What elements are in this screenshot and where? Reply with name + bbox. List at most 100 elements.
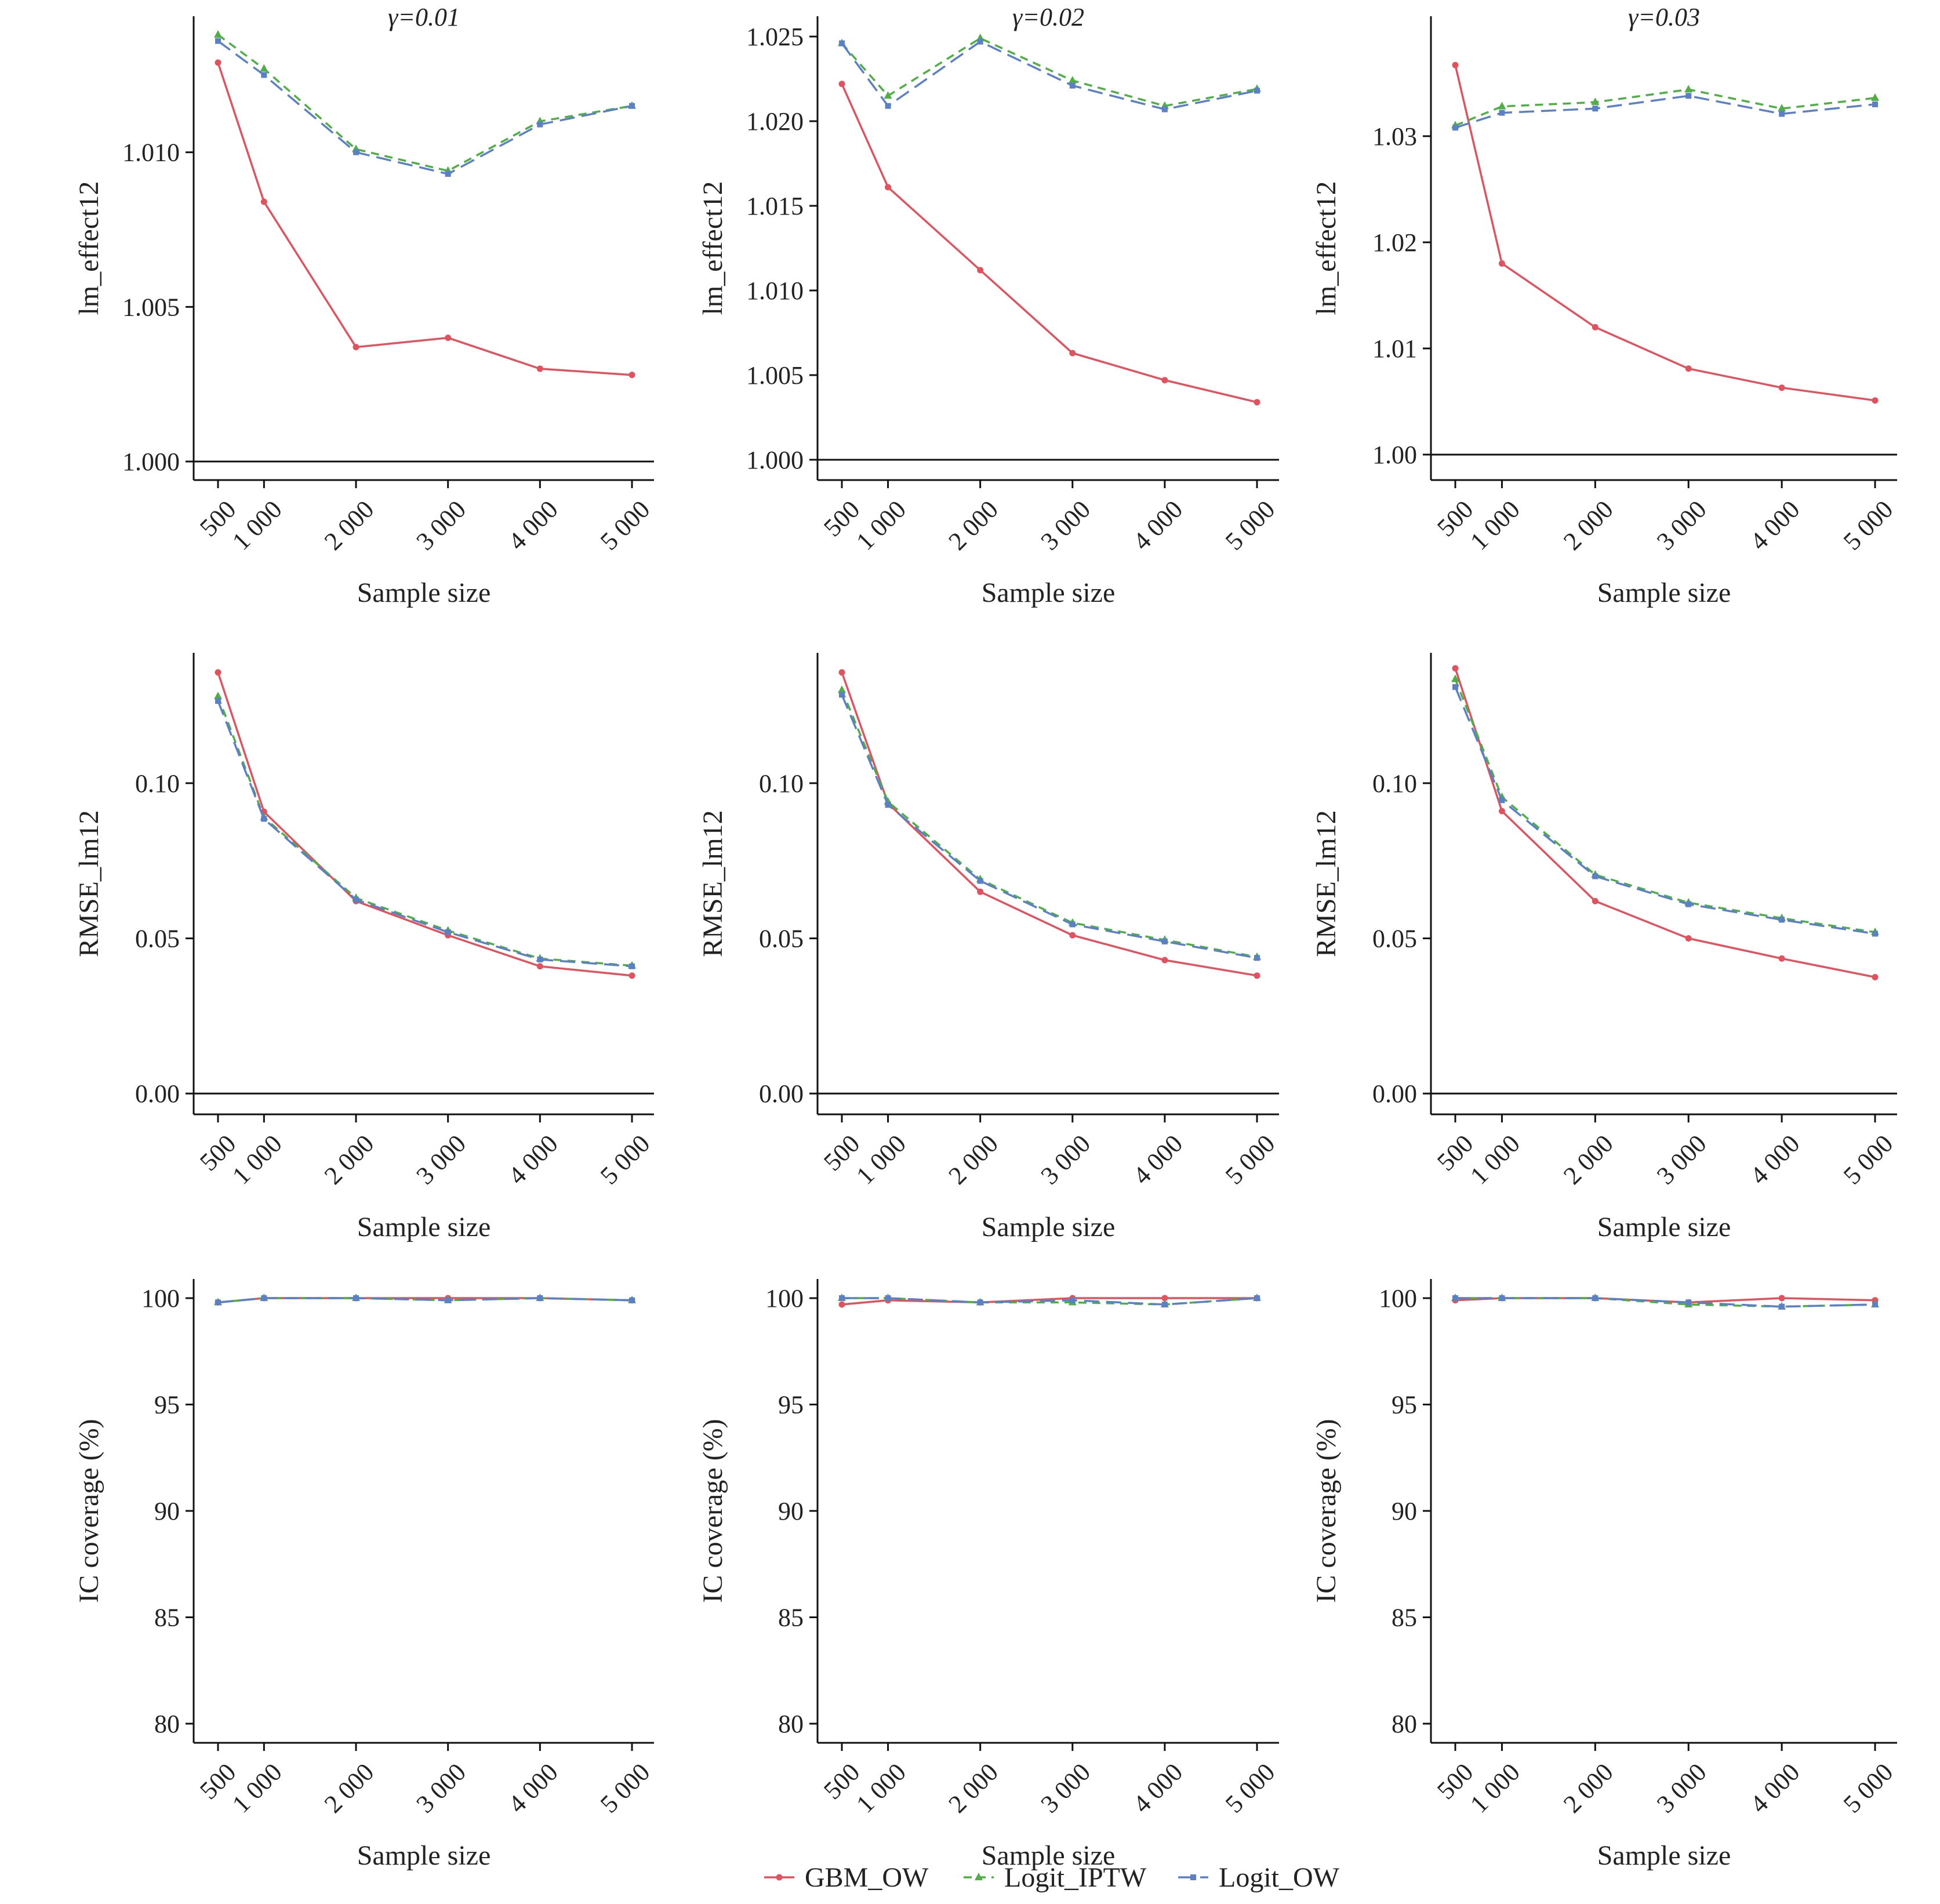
data-point-gbm-ow xyxy=(977,888,984,895)
legend-item-gbm-ow: GBM_OW xyxy=(764,1862,929,1893)
y-tick-label: 0.00 xyxy=(1372,1080,1417,1108)
x-tick-label: 5 000 xyxy=(595,495,656,556)
series-line-gbm-ow xyxy=(217,672,633,977)
x-tick-label: 1 000 xyxy=(851,1129,911,1190)
data-point-logit-ow xyxy=(353,896,359,903)
legend-item-logit-ow: Logit_OW xyxy=(1178,1862,1340,1893)
data-point-logit-iptw xyxy=(884,91,892,99)
series-line-logit-iptw xyxy=(217,696,633,967)
series-line-gbm-ow xyxy=(841,83,1258,404)
y-tick-label: 95 xyxy=(1392,1391,1417,1419)
data-point-logit-ow xyxy=(353,1295,359,1302)
data-point-logit-iptw xyxy=(1871,93,1879,101)
data-point-gbm-ow xyxy=(1161,957,1168,964)
x-tick-label: 4 000 xyxy=(503,1758,564,1819)
series-line-gbm-ow xyxy=(1454,64,1876,402)
x-tick-label: 5 000 xyxy=(595,1129,656,1190)
y-tick-label: 90 xyxy=(154,1497,180,1525)
legend-marker xyxy=(776,1874,783,1881)
data-point-logit-ow xyxy=(1592,873,1598,880)
x-tick-label: 5 000 xyxy=(1220,495,1281,556)
data-point-gbm-ow xyxy=(1872,397,1879,404)
x-tick-label: 1 000 xyxy=(1465,495,1525,556)
x-tick-label: 2 000 xyxy=(943,495,1004,556)
x-tick-label: 4 000 xyxy=(503,495,564,556)
y-tick-label: 100 xyxy=(1379,1284,1417,1313)
series-line-logit-iptw xyxy=(1454,678,1876,933)
data-point-logit-ow xyxy=(537,1295,543,1302)
y-tick-label: 95 xyxy=(154,1391,180,1419)
y-tick-label: 1.020 xyxy=(746,107,804,136)
x-tick-label: 1 000 xyxy=(227,495,288,556)
data-point-logit-ow xyxy=(1499,1295,1505,1302)
data-point-logit-ow xyxy=(445,171,451,177)
data-point-gbm-ow xyxy=(1778,384,1785,391)
y-tick-label: 0.05 xyxy=(135,924,180,953)
series-line-logit-ow xyxy=(1455,95,1876,129)
series-line-logit-ow xyxy=(217,700,633,968)
legend-item-logit-iptw: Logit_IPTW xyxy=(964,1862,1147,1893)
series-line-logit-ow xyxy=(841,40,1258,111)
data-point-logit-ow xyxy=(977,878,983,884)
y-axis-title: RMSE_lm12 xyxy=(1311,810,1342,957)
data-point-gbm-ow xyxy=(536,963,543,970)
data-point-logit-ow xyxy=(1069,921,1076,928)
data-point-gbm-ow xyxy=(1452,665,1459,672)
data-point-logit-ow xyxy=(1685,1299,1692,1306)
data-point-logit-ow xyxy=(1161,938,1168,944)
series-line-logit-ow xyxy=(841,694,1258,959)
x-tick-label: 3 000 xyxy=(1036,495,1096,556)
data-point-logit-ow xyxy=(629,1297,635,1303)
data-point-gbm-ow xyxy=(1069,350,1076,357)
y-axis-title: IC coverage (%) xyxy=(74,1419,104,1603)
panel-title: γ=0.02 xyxy=(1012,3,1084,31)
data-point-logit-ow xyxy=(885,103,891,109)
x-tick-label: 2 000 xyxy=(1558,495,1619,556)
y-tick-label: 80 xyxy=(154,1710,180,1738)
y-tick-label: 0.10 xyxy=(135,769,180,798)
data-point-logit-ow xyxy=(261,816,267,822)
y-tick-label: 100 xyxy=(765,1284,804,1313)
y-tick-label: 90 xyxy=(1392,1497,1417,1525)
data-point-logit-iptw xyxy=(1068,75,1077,83)
data-point-logit-iptw xyxy=(838,685,846,693)
data-point-gbm-ow xyxy=(838,81,845,88)
x-tick-label: 1 000 xyxy=(1465,1129,1525,1190)
data-point-logit-iptw xyxy=(1684,85,1693,93)
x-tick-label: 3 000 xyxy=(410,495,471,556)
data-point-gbm-ow xyxy=(628,372,635,379)
y-tick-label: 95 xyxy=(778,1391,804,1419)
data-point-gbm-ow xyxy=(536,365,543,372)
data-point-gbm-ow xyxy=(838,1301,845,1308)
series-line-logit-iptw xyxy=(841,689,1258,958)
x-tick-label: 1 000 xyxy=(851,1758,911,1819)
x-axis-title: Sample size xyxy=(1597,1840,1731,1871)
data-point-logit-ow xyxy=(839,1295,845,1302)
x-tick-label: 5 000 xyxy=(1220,1758,1281,1819)
data-point-logit-ow xyxy=(1254,1295,1260,1302)
panel-title: γ=0.03 xyxy=(1628,3,1700,31)
data-point-logit-ow xyxy=(629,103,635,109)
data-point-gbm-ow xyxy=(1778,955,1785,962)
x-tick-label: 3 000 xyxy=(410,1758,471,1819)
x-axis-title: Sample size xyxy=(357,577,491,608)
y-tick-label: 80 xyxy=(1392,1710,1417,1738)
data-point-gbm-ow xyxy=(1685,935,1692,942)
x-tick-label: 1 000 xyxy=(227,1758,288,1819)
y-axis-title: IC coverage (%) xyxy=(1311,1419,1342,1603)
legend-marker xyxy=(975,1873,983,1880)
x-tick-label: 1 000 xyxy=(851,495,911,556)
x-tick-label: 4 000 xyxy=(1745,1758,1805,1819)
series-line-logit-iptw xyxy=(1455,88,1876,127)
series-line-gbm-ow xyxy=(841,1297,1257,1306)
data-point-gbm-ow xyxy=(1498,808,1505,815)
data-point-logit-ow xyxy=(261,1295,267,1302)
data-point-gbm-ow xyxy=(1592,898,1598,904)
data-point-logit-ow xyxy=(1499,797,1505,804)
y-tick-label: 0.10 xyxy=(1372,769,1417,798)
x-tick-label: 3 000 xyxy=(1036,1129,1096,1190)
